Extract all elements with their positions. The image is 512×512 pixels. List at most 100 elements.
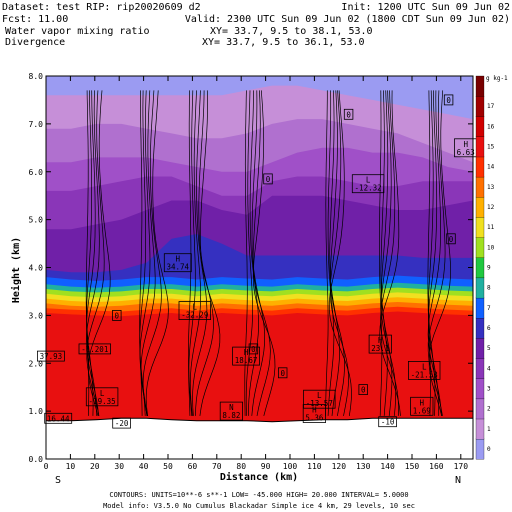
contour-line — [379, 90, 401, 416]
header-valid: Valid: 2300 UTC Sun 09 Jun 02 (1800 CDT … — [185, 14, 510, 25]
colorbar-label: 9 — [487, 265, 491, 272]
end-label-north: N — [455, 475, 461, 486]
contour-label-box — [112, 309, 122, 321]
colorbar-swatch — [475, 136, 485, 158]
header-forecast: Fcst: 11.00 — [2, 14, 68, 25]
contour-line — [379, 90, 383, 416]
contour-line — [380, 90, 388, 416]
colorbar-unit: g kg-1 — [486, 75, 508, 82]
contour-line — [248, 90, 259, 416]
colorbar-swatch — [475, 116, 485, 137]
contour-labels: 37.93-1.2010H34.74L-32.29000L-12.32H18.6… — [37, 94, 478, 429]
contour-line — [327, 90, 335, 416]
contour-label: -21.53 — [411, 370, 438, 379]
colorbar-swatch — [475, 176, 485, 198]
contour-label: -1.201 — [81, 345, 108, 354]
contour-line — [192, 90, 208, 416]
contour-label: 5.36 — [305, 414, 324, 423]
colorbar-label: 14 — [487, 164, 495, 171]
contour-line — [87, 90, 111, 416]
contour-label: -20 — [115, 419, 129, 428]
field-label-divergence: Divergence — [5, 37, 65, 48]
contour-line — [329, 90, 349, 416]
contour-label: 37.93 — [40, 352, 63, 361]
contour-line — [85, 90, 100, 416]
contour-label: H — [420, 398, 425, 407]
contour-line — [325, 90, 329, 416]
contour-label-box — [303, 389, 336, 409]
contour-line — [189, 90, 202, 416]
colorbar-label: 7 — [487, 305, 491, 312]
x-tick-label: 80 — [236, 462, 246, 471]
y-tick-label: 6.0 — [29, 168, 44, 177]
colorbar-swatch — [475, 378, 485, 400]
contour-line — [86, 90, 97, 416]
colorbar-swatch — [475, 96, 485, 117]
y-tick-label: 5.0 — [29, 216, 44, 225]
contour-label: 0 — [361, 386, 366, 395]
contour-label: 34.74 — [167, 263, 190, 272]
contour-label: 18.67 — [235, 356, 258, 365]
header-init: Init: 1200 UTC Sun 09 Jun 02 — [341, 2, 510, 13]
contour-label-box — [351, 174, 385, 194]
contour-label: -12.32 — [355, 184, 382, 193]
contour-label: H — [244, 348, 249, 357]
colorbar-label: 4 — [487, 365, 491, 372]
colorbar-label: 0 — [487, 446, 491, 453]
colorbar-swatch — [475, 156, 485, 178]
field-label-water-vapor: Water vapor mixing ratio — [5, 26, 150, 37]
contour-label-box — [263, 173, 273, 185]
contour-line — [252, 90, 271, 416]
colorbar-label: 3 — [487, 385, 491, 392]
contour-label-box — [178, 301, 212, 321]
y-tick-label: 4.0 — [29, 264, 44, 273]
contour-line — [252, 90, 276, 416]
contour-label: H — [463, 140, 468, 149]
contour-label: 0 — [115, 311, 120, 320]
colorbar-swatch — [475, 216, 485, 238]
contour-line — [142, 90, 162, 416]
contour-label: 0 — [280, 369, 285, 378]
x-axis-title: Distance (km) — [220, 471, 298, 483]
contour-label: N — [229, 403, 234, 412]
contour-label-box — [277, 367, 288, 379]
contour-label: -13.57 — [306, 399, 333, 408]
contour-label: L — [422, 362, 427, 371]
colorbar-label: 6 — [487, 325, 491, 332]
x-tick-label: 20 — [90, 462, 100, 471]
contour-label: 8.82 — [222, 411, 240, 420]
footer-contours: CONTOURS: UNITS=10**-6 s**-1 LOW= -45.00… — [109, 491, 408, 499]
colorbar-swatch — [475, 317, 485, 339]
y-axis-title: Height (km) — [10, 237, 22, 303]
contour-label: L — [366, 176, 371, 185]
contour-label-box — [37, 350, 65, 362]
y-tick-label: 8.0 — [29, 72, 44, 81]
colorbar-label: 1 — [487, 426, 491, 433]
contour-label-box — [378, 416, 397, 428]
contour-label: 0 — [449, 235, 454, 244]
contour-label: 6.63 — [457, 148, 475, 157]
contour-line — [381, 90, 397, 416]
field-xy-divergence: XY= 33.7, 9.5 to 36.1, 53.0 — [202, 37, 365, 48]
contour-label-box — [232, 346, 261, 366]
contour-line — [251, 90, 266, 416]
field-xy-water-vapor: XY= 33.7, 9.5 to 38.1, 53.0 — [210, 26, 373, 37]
end-label-south: S — [55, 475, 61, 486]
contour-label: -32.29 — [181, 311, 208, 320]
colorbar-label: 2 — [487, 406, 491, 413]
contour-line — [139, 90, 151, 416]
x-tick-label: 120 — [332, 462, 347, 471]
contour-label: 16.44 — [47, 414, 70, 423]
contour-label: 0 — [446, 96, 451, 105]
colorbar-swatch — [475, 398, 485, 420]
colorbar-label: 17 — [487, 103, 495, 110]
colorbar-swatch — [475, 438, 485, 460]
x-tick-label: 100 — [283, 462, 298, 471]
colorbar-swatch — [475, 277, 485, 299]
header-dataset: Dataset: test RIP: rip20020609 d2 — [2, 2, 201, 13]
x-tick-label: 10 — [66, 462, 76, 471]
contour-label: 0 — [346, 110, 351, 119]
